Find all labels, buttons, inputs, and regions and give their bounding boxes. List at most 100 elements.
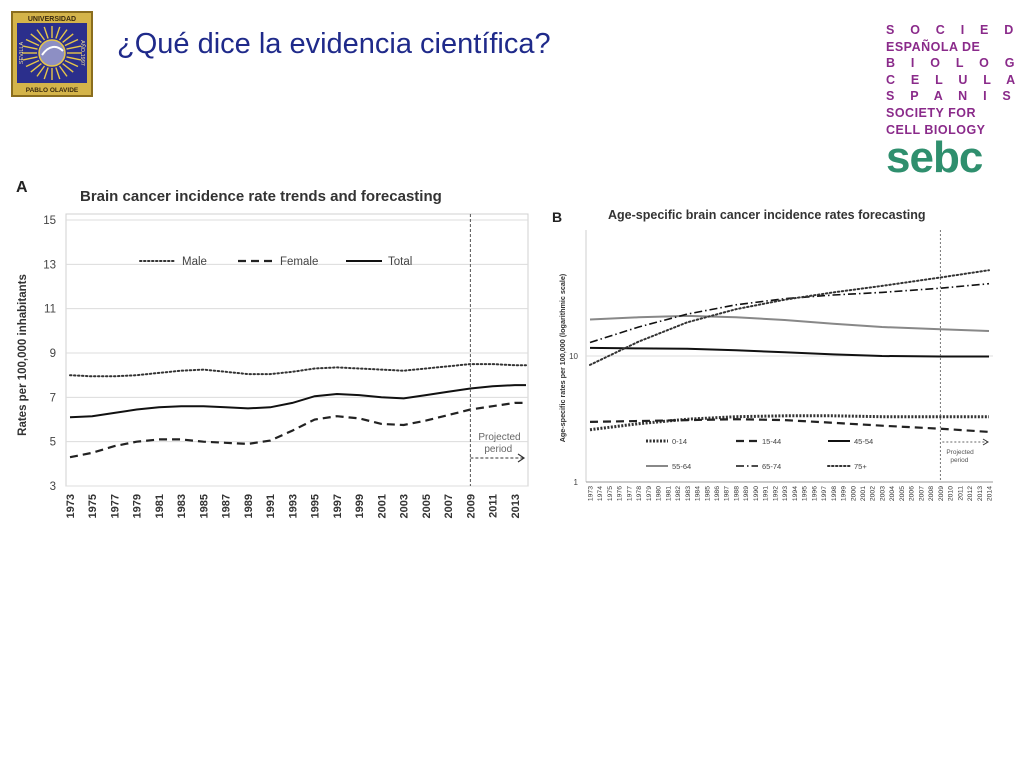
chart-b-xtick-label: 2010 xyxy=(948,486,955,501)
chart-a-xtick-label: 2013 xyxy=(510,494,522,518)
chart-b-xtick-label: 1995 xyxy=(802,486,809,501)
logo-left-text: SEVILLA xyxy=(19,42,25,65)
logo-bottom-text: PABLO OLAVIDE xyxy=(26,87,79,94)
chart-b-xtick-label: 2011 xyxy=(957,486,964,501)
logo-ray xyxy=(58,65,68,77)
chart-b-xtick-label: 1985 xyxy=(704,486,711,501)
sebc-line: CELL BIOLOGY xyxy=(886,122,986,137)
chart-a-xtick-label: 1983 xyxy=(176,494,188,518)
logo-ray xyxy=(55,67,61,80)
chart-a-legend-label: Total xyxy=(388,256,412,268)
chart-b-legend-label: 55-64 xyxy=(672,462,691,471)
chart-a-xtick-label: 2003 xyxy=(399,494,411,518)
chart-b-xtick-label: 2005 xyxy=(899,486,906,501)
chart-a-ytick-label: 15 xyxy=(43,215,56,227)
chart-b-xtick-label: 1983 xyxy=(685,486,692,501)
chart-a-panel-label: A xyxy=(16,179,28,196)
logo-ray xyxy=(58,29,68,41)
chart-b-xtick-label: 1998 xyxy=(831,486,838,501)
chart-a-ytick-label: 5 xyxy=(50,437,56,449)
chart-b-annotation: Projected xyxy=(946,449,974,456)
chart-b-ytick-label: 1 xyxy=(574,478,579,487)
chart-a-arrow-head xyxy=(517,453,526,463)
chart-a-ytick-label: 3 xyxy=(50,481,56,493)
chart-a-svg: A Brain cancer incidence rate trends and… xyxy=(16,179,529,518)
chart-b-xtick-label: 2001 xyxy=(860,486,867,501)
chart-a-xtick-label: 1991 xyxy=(265,494,277,518)
chart-a-xtick-label: 2009 xyxy=(465,494,477,518)
chart-a-xtick-label: 2005 xyxy=(421,494,433,518)
logo-ray xyxy=(64,38,79,47)
chart-a-xtick-label: 1973 xyxy=(65,494,77,518)
logo-ray xyxy=(66,56,82,61)
chart-b-xtick-label: 1987 xyxy=(724,486,731,501)
logo-ray xyxy=(62,63,74,73)
chart-b: B Age-specific brain cancer incidence ra… xyxy=(548,198,998,510)
chart-a-xtick-label: 1985 xyxy=(198,494,210,518)
slide-title: ¿Qué dice la evidencia científica? xyxy=(117,28,551,60)
chart-a-xtick-label: 1975 xyxy=(87,494,99,518)
chart-b-xtick-label: 2012 xyxy=(967,486,974,501)
sebc-line: SOCIETY FOR xyxy=(886,105,977,120)
chart-b-xtick-label: 1993 xyxy=(782,486,789,501)
chart-a-series-total xyxy=(69,384,526,419)
sebc-wordmark: sebc xyxy=(886,133,983,182)
chart-b-xtick-label: 2006 xyxy=(909,486,916,501)
chart-b-panel-label: B xyxy=(552,209,562,225)
sebc-line: S O C I E D A D xyxy=(886,23,1024,37)
logo-ray xyxy=(25,38,40,47)
chart-b-xtick-label: 1975 xyxy=(607,486,614,501)
chart-b-arrow-head xyxy=(982,438,989,446)
chart-b-xtick-label: 2003 xyxy=(879,486,886,501)
chart-b-xtick-label: 1982 xyxy=(675,486,682,501)
sebc-line: S P A N I S H xyxy=(886,89,1024,104)
chart-a-ytick-label: 9 xyxy=(50,348,56,360)
chart-b-svg: B Age-specific brain cancer incidence ra… xyxy=(552,208,994,501)
logo-top-text: UNIVERSIDAD xyxy=(28,16,76,23)
chart-a-series-female xyxy=(69,401,526,459)
logo-right-text: AÑO 1997 xyxy=(79,40,86,66)
chart-a-xtick-label: 1989 xyxy=(243,494,255,518)
chart-a-xtick-label: 1995 xyxy=(310,494,322,518)
logo-ray xyxy=(43,26,49,39)
chart-a-plot-frame xyxy=(65,213,529,487)
logo-ray xyxy=(55,26,61,39)
chart-b-xtick-label: 1973 xyxy=(588,486,595,501)
logo-ray xyxy=(36,65,46,77)
chart-b-xtick-label: 2000 xyxy=(850,486,857,501)
chart-a-ylabel: Rates per 100,000 inhabitants xyxy=(17,274,29,436)
chart-a-xtick-label: 2001 xyxy=(376,494,388,518)
chart-b-xtick-label: 1977 xyxy=(626,486,633,501)
chart-a-ytick-label: 7 xyxy=(50,392,56,404)
chart-b-ylabel: Age-specific rates per 100,000 (logarith… xyxy=(558,273,567,442)
logo-ray xyxy=(25,59,40,68)
chart-b-xtick-label: 1992 xyxy=(772,486,779,501)
chart-a-ytick-label: 13 xyxy=(43,259,56,271)
chart-b-series-65-74 xyxy=(589,282,990,344)
chart-b-xtick-label: 1974 xyxy=(597,486,604,501)
sebc-logo: S O C I E D A D ESPAÑOLA DE B I O L O G … xyxy=(886,22,1024,138)
chart-b-xtick-label: 1996 xyxy=(811,486,818,501)
chart-b-xtick-label: 2009 xyxy=(938,486,945,501)
chart-b-legend-label: 75+ xyxy=(854,462,867,471)
sebc-line: B I O L O G Í A xyxy=(886,56,1024,71)
chart-b-series-75plus xyxy=(589,269,990,366)
logo-ray xyxy=(66,45,82,50)
logo-ray xyxy=(30,63,42,73)
chart-a-xtick-label: 1997 xyxy=(332,494,344,518)
chart-a-xtick-label: 1977 xyxy=(109,494,121,518)
chart-a-xtick-label: 1987 xyxy=(221,494,233,518)
chart-a-ytick-label: 11 xyxy=(44,304,56,316)
logo-ray xyxy=(36,29,46,41)
logo-ray xyxy=(22,45,38,50)
chart-b-xtick-label: 2008 xyxy=(928,486,935,501)
chart-a-legend-label: Male xyxy=(182,256,207,268)
chart-a-series-male xyxy=(69,363,527,378)
chart-b-xtick-label: 1994 xyxy=(792,486,799,501)
chart-a-xtick-label: 1999 xyxy=(354,494,366,518)
logo-ray xyxy=(30,33,42,43)
chart-a-xtick-label: 2011 xyxy=(488,494,500,518)
chart-b-xtick-label: 1981 xyxy=(665,486,672,501)
chart-b-annotation: period xyxy=(950,457,968,464)
chart-a-annotation: Projected xyxy=(478,432,520,443)
